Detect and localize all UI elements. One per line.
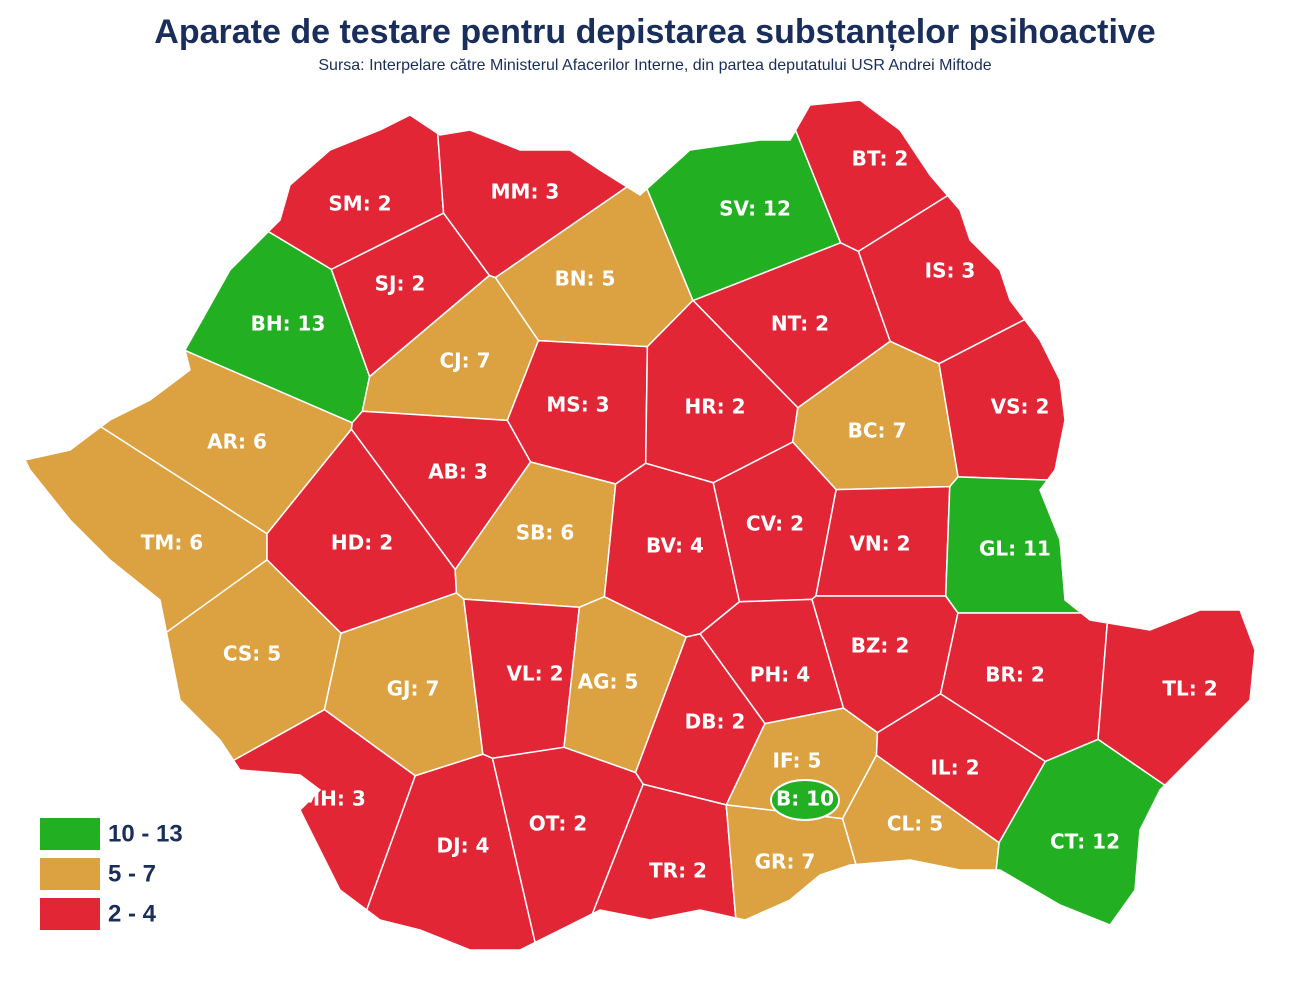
county-label: CL: 5 [887, 812, 943, 836]
county-label: B: 10 [776, 787, 834, 811]
county-area [365, 753, 537, 951]
county-label: BT: 2 [852, 147, 909, 171]
county-label: TL: 2 [1162, 677, 1217, 701]
county-area [995, 738, 1166, 926]
county-label: IL: 2 [930, 756, 979, 780]
county-label: DJ: 4 [437, 834, 490, 858]
county-label: TM: 6 [141, 531, 203, 555]
subtitle: Sursa: Interpelare către Ministerul Afac… [318, 57, 991, 74]
county-label: MS: 3 [546, 393, 609, 417]
county-label: GR: 7 [755, 850, 816, 874]
county-label: BR: 2 [985, 663, 1045, 687]
county-label: NT: 2 [771, 312, 829, 336]
legend-swatch [40, 898, 100, 930]
county-label: DB: 2 [685, 710, 746, 734]
legend-label: 10 - 13 [108, 820, 183, 847]
label-layer: SM: 2 MM: 3 SV: 12 BT: 2 SJ: 2 BN: 5 BH: 13 CJ:… [141, 147, 1218, 883]
legend-label: 5 - 7 [108, 860, 156, 887]
county-label: VN: 2 [849, 532, 910, 556]
county-label: IS: 3 [925, 259, 976, 283]
county-label: GL: 11 [979, 537, 1051, 561]
county-layer [23, 99, 1256, 951]
county-label: MM: 3 [491, 180, 560, 204]
county-label: CJ: 7 [440, 349, 491, 373]
legend-label: 2 - 4 [108, 900, 157, 927]
county-label: BN: 5 [555, 267, 616, 291]
county-label: CS: 5 [223, 642, 281, 666]
county-label: AG: 5 [578, 670, 639, 694]
county-label: OT: 2 [529, 812, 587, 836]
county-label: SB: 6 [516, 521, 575, 545]
county-label: BH: 13 [251, 312, 326, 336]
legend-swatch [40, 858, 100, 890]
county-label: HR: 2 [684, 395, 745, 419]
county-label: CT: 12 [1050, 830, 1120, 854]
county-label: GJ: 7 [387, 677, 440, 701]
title: Aparate de testare pentru depistarea sub… [154, 13, 1155, 51]
county-label: MH: 3 [300, 787, 366, 811]
county-label: AR: 6 [207, 430, 267, 454]
county-area [770, 779, 840, 821]
county-label: SJ: 2 [375, 272, 426, 296]
county-label: TR: 2 [649, 859, 707, 883]
county-label: HD: 2 [331, 531, 393, 555]
county-area [591, 783, 737, 921]
county-label: SV: 12 [719, 197, 791, 221]
county-label: AB: 3 [428, 460, 488, 484]
county-label: SM: 2 [328, 192, 391, 216]
county-label: VL: 2 [506, 662, 563, 686]
county-area [944, 476, 1109, 614]
county-label: BZ: 2 [851, 634, 910, 658]
county-label: BC: 7 [848, 419, 907, 443]
county-area [841, 754, 1000, 871]
county-label: BV: 4 [646, 534, 704, 558]
county-label: PH: 4 [750, 663, 810, 687]
county-label: IF: 5 [773, 749, 822, 773]
county-label: CV: 2 [746, 512, 804, 536]
county-label: VS: 2 [991, 395, 1050, 419]
county-area [491, 746, 645, 944]
county-area [938, 318, 1066, 481]
legend-swatch [40, 818, 100, 850]
legend: 10 - 13 5 - 7 2 - 4 [40, 818, 183, 930]
county-area [232, 708, 417, 912]
